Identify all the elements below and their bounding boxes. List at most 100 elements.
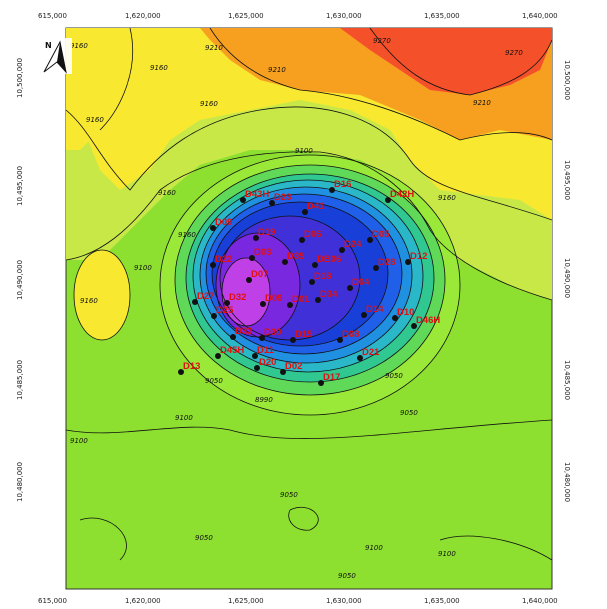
well-label: D16 [334, 179, 351, 190]
well-label: D03 [254, 247, 271, 258]
contour-label: 9100 [70, 437, 88, 445]
contour-label: 9050 [205, 377, 223, 385]
y-tick-left: 10,490,000 [16, 260, 24, 300]
well-marker [385, 197, 391, 203]
well-marker [392, 315, 398, 321]
well-label: D11 [257, 345, 275, 356]
well-marker [361, 312, 367, 318]
y-tick-right: 10,490,000 [563, 258, 571, 298]
y-tick-left: 10,495,000 [16, 166, 24, 206]
well-marker [253, 235, 259, 241]
ring-10 [222, 258, 270, 326]
y-tick-right: 10,500,000 [563, 60, 571, 100]
contour-label: 9050 [195, 534, 213, 542]
well-marker [337, 337, 343, 343]
contour-label-group: 9160 9160 9160 9210 9160 9210 9270 9270 … [70, 37, 523, 580]
well-marker [309, 279, 315, 285]
well-marker [260, 301, 266, 307]
well-label: D41 [307, 201, 325, 212]
contour-label: 9160 [86, 116, 104, 124]
well-label: D09 [215, 217, 232, 228]
well-label: D07 [251, 269, 268, 280]
contour-label: 9050 [385, 372, 403, 380]
north-arrow-icon: N [40, 38, 72, 74]
well-label: D15 [295, 329, 313, 340]
x-tick-bottom: 1,630,000 [326, 597, 362, 605]
well-marker [178, 369, 184, 375]
well-marker [224, 300, 230, 306]
x-tick-top: 1,630,000 [326, 12, 362, 20]
well-marker [329, 187, 335, 193]
x-tick-top: 615,000 [38, 12, 67, 20]
well-label: D08 [342, 329, 359, 340]
well-marker [210, 225, 216, 231]
well-marker [312, 262, 318, 268]
x-axis-bottom: 615,000 1,620,000 1,625,000 1,630,000 1,… [38, 597, 558, 605]
well-label: D24 [344, 239, 362, 250]
y-axis-right: 10,500,000 10,495,000 10,490,000 10,485,… [563, 60, 571, 502]
well-marker [259, 335, 265, 341]
well-label: D28 [378, 257, 395, 268]
well-marker [373, 265, 379, 271]
well-label: DB06 [317, 254, 341, 265]
contour-label: 9270 [505, 49, 523, 57]
well-label: D27 [197, 291, 214, 302]
contour-label: 9100 [365, 544, 383, 552]
well-label: D17 [323, 372, 340, 383]
contour-label: 9100 [295, 147, 313, 155]
well-marker [269, 200, 275, 206]
well-label: D43H [245, 189, 269, 200]
well-marker [302, 209, 308, 215]
x-tick-bottom: 1,620,000 [125, 597, 161, 605]
y-tick-left: 10,485,000 [16, 360, 24, 400]
contour-label: 9210 [473, 99, 491, 107]
well-label: D02 [285, 361, 302, 372]
contour-label: 9160 [80, 297, 98, 305]
contour-label: 9160 [438, 194, 456, 202]
well-marker [282, 259, 288, 265]
well-marker [215, 353, 221, 359]
well-label: D46H [416, 315, 440, 326]
well-label: D10 [397, 307, 414, 318]
well-label: D20 [259, 357, 276, 368]
well-label: D45H [220, 345, 244, 356]
contour-label: 9050 [400, 409, 418, 417]
well-label: D34 [320, 289, 338, 300]
y-tick-right: 10,485,000 [563, 360, 571, 400]
well-label: D35 [287, 251, 305, 262]
well-marker [411, 323, 417, 329]
well-marker [357, 355, 363, 361]
well-marker [290, 337, 296, 343]
contour-label: 9100 [175, 414, 193, 422]
well-marker [240, 197, 246, 203]
well-label: D18 [314, 271, 331, 282]
well-label: D30 [264, 327, 281, 338]
well-marker [254, 365, 260, 371]
well-label: D19 [258, 227, 275, 238]
well-label: D05 [372, 229, 390, 240]
well-label: D09 [265, 293, 282, 304]
well-marker [347, 285, 353, 291]
y-tick-left: 10,500,000 [16, 58, 24, 98]
contour-label: 8990 [255, 396, 273, 404]
well-marker [287, 302, 293, 308]
well-marker [299, 237, 305, 243]
well-marker [192, 299, 198, 305]
well-marker [210, 262, 216, 268]
contour-label: 9100 [438, 550, 456, 558]
well-label: D25 [216, 305, 234, 316]
well-marker [405, 259, 411, 265]
zone-yellow-blob [74, 250, 130, 340]
north-label: N [45, 41, 52, 50]
well-label: D06 [304, 229, 321, 240]
well-marker [367, 237, 373, 243]
contour-label: 9160 [150, 64, 168, 72]
x-tick-bottom: 1,640,000 [522, 597, 558, 605]
contour-label: 9210 [205, 44, 223, 52]
y-tick-left: 10,480,000 [16, 462, 24, 502]
x-tick-top: 1,620,000 [125, 12, 161, 20]
contour-label: 9100 [134, 264, 152, 272]
well-label: D14 [366, 304, 384, 315]
well-marker [318, 380, 324, 386]
